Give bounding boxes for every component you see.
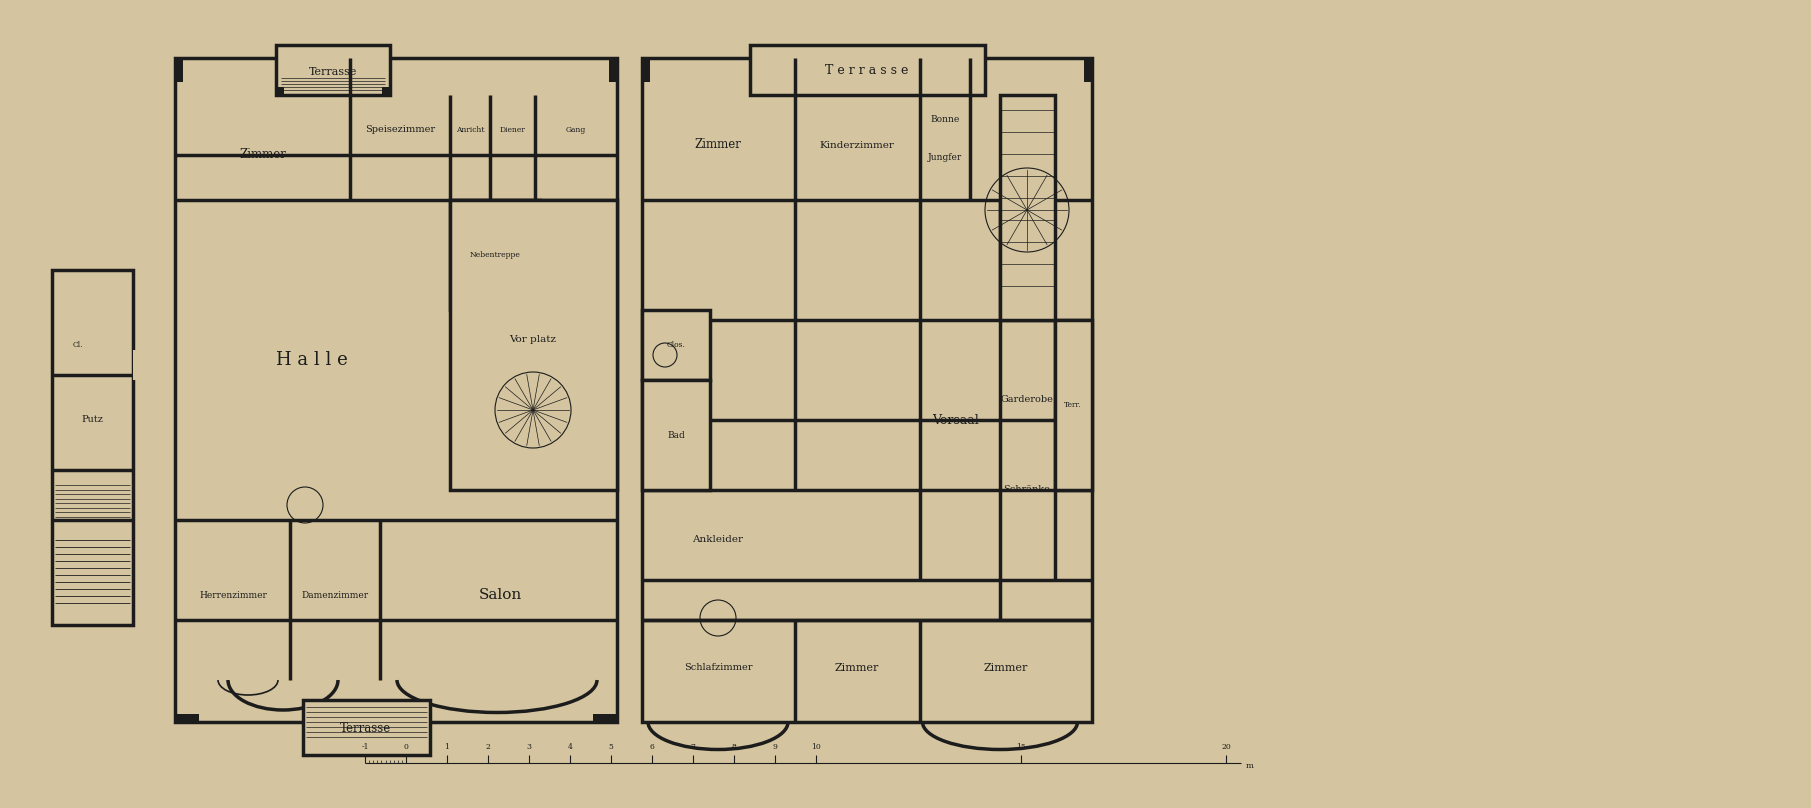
Text: Clos.: Clos.	[666, 341, 685, 349]
Bar	[176, 58, 183, 82]
Text: Zimmer: Zimmer	[835, 663, 878, 673]
Bar	[382, 87, 389, 95]
Bar	[275, 87, 284, 95]
Text: 15: 15	[1016, 743, 1025, 751]
Text: Terr.: Terr.	[1065, 401, 1081, 409]
Text: Gang: Gang	[565, 126, 587, 134]
Text: 9: 9	[773, 743, 777, 751]
Text: Terrasse: Terrasse	[310, 67, 357, 77]
Text: Speisezimmer: Speisezimmer	[366, 125, 435, 134]
Bar	[449, 200, 540, 310]
Text: Zimmer: Zimmer	[983, 663, 1029, 673]
Bar	[176, 58, 618, 722]
Text: Bonne: Bonne	[931, 116, 960, 124]
Bar	[302, 700, 429, 755]
Bar	[275, 45, 389, 95]
Text: Jungfer: Jungfer	[927, 154, 962, 162]
Text: 0: 0	[404, 743, 409, 751]
Bar	[643, 380, 710, 490]
Text: Damenzimmer: Damenzimmer	[301, 591, 369, 600]
Bar	[449, 200, 618, 490]
Bar	[1085, 58, 1092, 82]
Text: Vorsaal: Vorsaal	[931, 414, 978, 427]
Bar	[53, 270, 132, 625]
Text: Terrasse: Terrasse	[340, 722, 391, 734]
Text: 8: 8	[732, 743, 737, 751]
Text: 4: 4	[567, 743, 572, 751]
Bar	[643, 310, 710, 380]
Text: Kinderzimmer: Kinderzimmer	[820, 141, 895, 149]
Bar	[592, 714, 618, 722]
Bar	[750, 45, 985, 95]
Text: Zimmer: Zimmer	[695, 138, 741, 152]
Text: Putz: Putz	[81, 415, 103, 424]
Text: 3: 3	[527, 743, 531, 751]
Text: 10: 10	[811, 743, 820, 751]
Bar	[608, 58, 618, 82]
Text: Nebentreppe: Nebentreppe	[469, 251, 520, 259]
Bar	[132, 350, 143, 380]
Bar	[643, 58, 1092, 722]
Text: Anricht: Anricht	[456, 126, 484, 134]
Text: Cl.: Cl.	[72, 341, 83, 349]
Bar	[176, 714, 199, 722]
Text: 2: 2	[485, 743, 491, 751]
Text: H a l l e: H a l l e	[275, 351, 348, 369]
Text: Garderobe: Garderobe	[1000, 395, 1054, 405]
Text: Ankleider: Ankleider	[692, 536, 744, 545]
Text: 1: 1	[444, 743, 449, 751]
Text: 6: 6	[650, 743, 654, 751]
Text: Vor platz: Vor platz	[509, 335, 556, 344]
Text: Zimmer: Zimmer	[239, 149, 286, 162]
Text: 5: 5	[608, 743, 614, 751]
Bar	[643, 58, 650, 82]
Text: Diener: Diener	[500, 126, 525, 134]
Text: Schlafzimmer: Schlafzimmer	[685, 663, 752, 672]
Text: Schränke: Schränke	[1003, 486, 1050, 494]
Bar	[1056, 320, 1092, 490]
Text: Bad: Bad	[666, 431, 685, 440]
Text: T e r r a s s e: T e r r a s s e	[826, 64, 909, 77]
Text: Herrenzimmer: Herrenzimmer	[199, 591, 266, 600]
Text: 7: 7	[690, 743, 695, 751]
Text: Salon: Salon	[478, 588, 522, 602]
Bar	[1000, 95, 1056, 320]
Text: 20: 20	[1221, 743, 1231, 751]
Text: m: m	[1246, 762, 1253, 770]
Text: -1: -1	[360, 743, 369, 751]
